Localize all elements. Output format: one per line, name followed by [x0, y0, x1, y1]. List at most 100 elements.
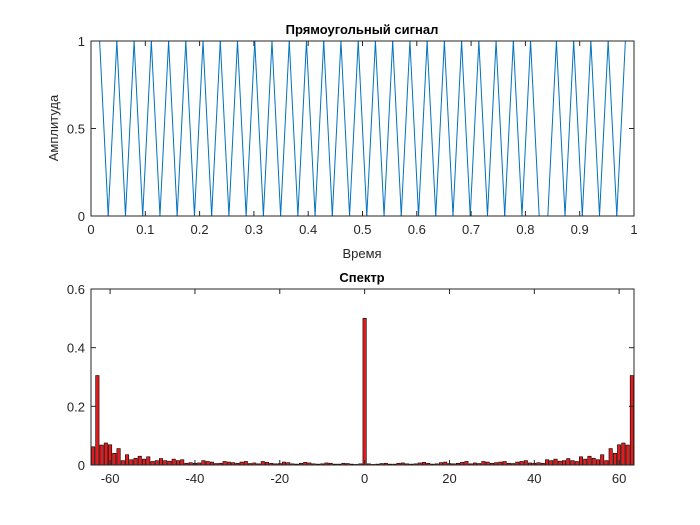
- spectrum-bar: [570, 460, 575, 466]
- spectrum-bar: [103, 442, 108, 466]
- signal-line-segment: [435, 40, 445, 217]
- spectrum-bar: [600, 454, 605, 466]
- spectrum-bar: [523, 460, 528, 466]
- spectrum-bar: [137, 455, 142, 466]
- x-tick-label: 0.2: [191, 222, 209, 237]
- spectrum-bar: [146, 456, 151, 466]
- signal-line-segment: [564, 40, 575, 217]
- signal-line-segment: [349, 40, 359, 217]
- signal-line-segment: [495, 40, 506, 217]
- spectrum-bar: [578, 456, 583, 466]
- signal-y-label: Амплитуда: [46, 94, 61, 161]
- x-tick-label: 60: [612, 471, 626, 486]
- spectrum-bar: [125, 454, 130, 466]
- signal-line-segment: [374, 40, 385, 217]
- spectrum-bar: [604, 460, 609, 466]
- x-tick-label: -40: [186, 471, 205, 486]
- signal-line-segment: [176, 40, 187, 217]
- x-tick-label: 20: [442, 471, 456, 486]
- x-tick-label: 0.4: [299, 222, 317, 237]
- signal-line-segment: [297, 40, 307, 217]
- spectrum-bar: [562, 460, 567, 466]
- spectrum-bar: [95, 375, 100, 466]
- spectrum-bar: [175, 460, 180, 466]
- signal-line-segment: [107, 40, 118, 217]
- signal-line-segment: [409, 40, 420, 217]
- spectrum-bar: [163, 460, 168, 466]
- signal-line-segment: [331, 40, 342, 217]
- signal-line-segment: [202, 40, 213, 217]
- x-tick-label: -20: [270, 471, 289, 486]
- spectrum-bar: [120, 460, 125, 466]
- signal-line-segment: [581, 40, 592, 217]
- signal-line-segment: [340, 40, 351, 217]
- spectrum-bar: [171, 458, 176, 466]
- signal-line-segment: [150, 40, 161, 217]
- signal-line-segment: [530, 40, 540, 217]
- x-tick-label: 0.5: [353, 222, 371, 237]
- spectrum-bar: [621, 442, 626, 466]
- spectrum-bar: [133, 457, 138, 466]
- spectrum-bar: [260, 461, 265, 466]
- y-tick-label: 0.6: [67, 282, 85, 297]
- spectrum-bar: [629, 375, 634, 466]
- spectrum-bar: [116, 448, 121, 466]
- spectrum-axes-box: [90, 288, 635, 466]
- y-tick-label: 0.2: [67, 399, 85, 414]
- x-tick-label: 0.3: [245, 222, 263, 237]
- spectrum-bar: [129, 459, 134, 466]
- x-tick-label: 0: [87, 222, 94, 237]
- x-tick-label: -60: [101, 471, 120, 486]
- x-tick-label: 0.7: [462, 222, 480, 237]
- signal-line-segment: [504, 40, 514, 217]
- spectrum-bar: [583, 458, 588, 466]
- x-tick-label: 0.1: [136, 222, 154, 237]
- spectrum-bar: [566, 458, 571, 466]
- signal-line-segment: [418, 40, 428, 217]
- signal-line-segment: [452, 40, 463, 217]
- signal-line-segment: [219, 40, 230, 217]
- signal-line-segment: [159, 40, 170, 217]
- spectrum-bar: [545, 459, 550, 466]
- spectrum-bar: [150, 461, 155, 466]
- spectrum-bar: [154, 460, 159, 466]
- spectrum-bar: [574, 461, 579, 466]
- signal-line-segment: [193, 40, 204, 217]
- spectrum-bar: [464, 461, 469, 466]
- y-tick-label: 0.4: [67, 341, 85, 356]
- x-tick-label: 0.6: [408, 222, 426, 237]
- signal-line-segment: [168, 40, 178, 217]
- spectrum-bar: [481, 461, 486, 466]
- spectrum-bar: [243, 461, 248, 466]
- signal-line-segment: [607, 40, 618, 217]
- signal-line-segment: [288, 40, 299, 217]
- spectrum-bar: [587, 455, 592, 466]
- signal-line-segment: [478, 40, 488, 217]
- signal-line-segment: [443, 40, 454, 217]
- signal-line-segment: [616, 40, 626, 217]
- spectrum-bar: [180, 459, 185, 466]
- signal-line-segment: [590, 40, 601, 217]
- spectrum-bar: [595, 459, 600, 466]
- signal-line-segment: [599, 40, 609, 217]
- signal-x-label: Время: [342, 246, 381, 261]
- x-tick-label: 1: [630, 222, 637, 237]
- x-tick-label: 0.9: [571, 222, 589, 237]
- y-tick-label: 1: [78, 34, 85, 49]
- spectrum-plot: -60 -40 -20 0 20 40 60 0 0.2 0.4 0.6 Спектр: [67, 270, 635, 486]
- spectrum-bar: [91, 446, 96, 466]
- signal-line-segment: [323, 40, 333, 217]
- signal-line-segment: [245, 40, 256, 217]
- signal-line-segment: [469, 40, 480, 217]
- spectrum-title: Спектр: [339, 270, 384, 285]
- signal-line-segment: [124, 40, 135, 217]
- signal-line-segment: [573, 40, 583, 217]
- signal-line-segment: [280, 40, 290, 217]
- spectrum-bar: [201, 460, 206, 466]
- spectrum-bar: [591, 457, 596, 466]
- signal-line-segment: [185, 40, 195, 217]
- signal-line-segment: [383, 40, 394, 217]
- signal-x-ticks: 0 0.1 0.2 0.3 0.4 0.5 0.6 0.7 0.8 0.9 1: [87, 41, 638, 237]
- signal-line-segment: [521, 40, 532, 217]
